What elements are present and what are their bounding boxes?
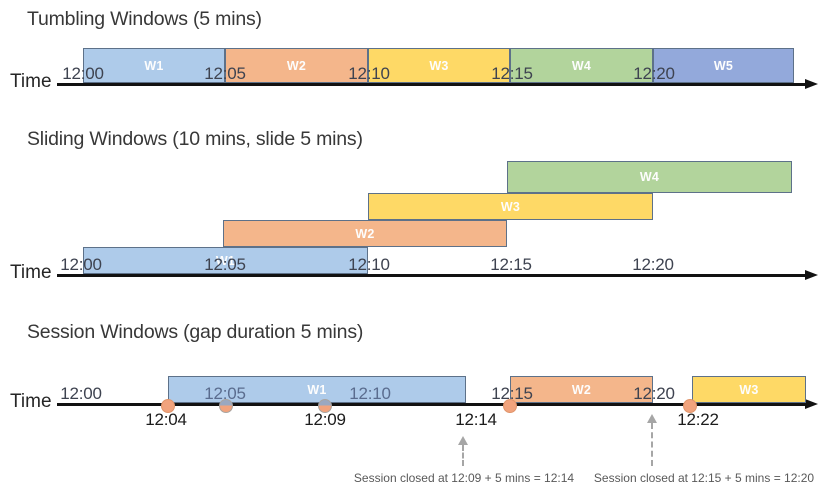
tumbling-section-title: Tumbling Windows (5 mins)	[27, 8, 262, 30]
tumbling-time-axis	[57, 83, 806, 86]
session-window-w3: W3	[692, 376, 806, 403]
session-tick-1205: 12:05	[204, 384, 246, 403]
session-event-time-1214: 12:14	[455, 410, 497, 429]
session-callout-2: Session closed at 12:15 + 5 mins = 12:20	[593, 471, 815, 485]
session-window-label-w2: W2	[571, 382, 592, 397]
session-event-time-1209: 12:09	[304, 410, 346, 429]
session-event-dot	[683, 399, 697, 413]
sliding-tick-1205: 12:05	[204, 255, 246, 274]
sliding-window-label-w4: W4	[639, 170, 660, 184]
session-section-title: Session Windows (gap duration 5 mins)	[27, 321, 364, 343]
tumbling-window-w4: W4	[510, 48, 653, 83]
tumbling-window-w2: W2	[225, 48, 368, 83]
sliding-time-axis	[57, 274, 806, 277]
sliding-tick-1215: 12:15	[490, 255, 532, 274]
tumbling-tick-1215: 12:15	[491, 64, 533, 83]
tumbling-window-label-w1: W1	[144, 58, 164, 73]
session-tick-1220: 12:20	[633, 384, 675, 403]
session-time-axis-label: Time	[10, 391, 52, 412]
tumbling-window-label-w5: W5	[713, 58, 734, 73]
session-axis-arrowhead-icon	[805, 399, 818, 409]
session-event-dot	[318, 399, 332, 413]
tumbling-tick-1220: 12:20	[633, 64, 675, 83]
sliding-window-w3: W3	[368, 193, 653, 220]
sliding-window-label-w3: W3	[500, 199, 521, 214]
sliding-axis-arrowhead-icon	[805, 270, 818, 280]
session-window-w2: W2	[510, 376, 653, 403]
session-window-label-w1: W1	[307, 382, 327, 397]
session-tick-1200: 12:00	[60, 384, 102, 403]
callout-dashed-line	[462, 445, 464, 466]
session-time-axis	[57, 403, 806, 406]
callout-up-arrowhead-icon	[647, 414, 657, 423]
sliding-window-label-w1: W1	[215, 253, 236, 268]
tumbling-window-label-w3: W3	[429, 58, 449, 73]
sliding-window-w1: W1	[83, 247, 368, 274]
tumbling-axis-arrowhead-icon	[805, 79, 818, 89]
tumbling-time-axis-label: Time	[10, 71, 52, 92]
sliding-tick-1200: 12:00	[60, 255, 102, 274]
tumbling-tick-1205: 12:05	[204, 64, 246, 83]
session-window-w1: W1	[168, 376, 466, 403]
tumbling-window-w5: W5	[653, 48, 794, 83]
session-window-label-w3: W3	[739, 382, 759, 397]
session-event-time-1222: 12:22	[677, 410, 719, 429]
session-callout-1: Session closed at 12:09 + 5 mins = 12:14	[353, 471, 575, 485]
sliding-tick-1210: 12:10	[348, 255, 390, 274]
tumbling-tick-1210: 12:10	[348, 64, 390, 83]
sliding-window-w2: W2	[223, 220, 507, 247]
tumbling-window-label-w4: W4	[571, 58, 592, 73]
sliding-window-label-w2: W2	[355, 226, 375, 241]
tumbling-tick-1200: 12:00	[62, 64, 104, 83]
session-event-time-1204: 12:04	[145, 410, 187, 429]
session-event-dot	[503, 399, 517, 413]
sliding-window-w4: W4	[507, 161, 792, 193]
callout-dashed-line	[651, 423, 653, 466]
session-tick-1210: 12:10	[349, 384, 391, 403]
sliding-time-axis-label: Time	[10, 262, 52, 283]
session-tick-1215: 12:15	[491, 384, 533, 403]
sliding-section-title: Sliding Windows (10 mins, slide 5 mins)	[27, 128, 363, 150]
session-event-dot	[219, 399, 233, 413]
tumbling-window-label-w2: W2	[286, 58, 307, 73]
tumbling-window-w3: W3	[368, 48, 510, 83]
tumbling-window-w1: W1	[83, 48, 225, 83]
callout-up-arrowhead-icon	[458, 436, 468, 445]
session-event-dot	[161, 399, 175, 413]
sliding-tick-1220: 12:20	[632, 255, 674, 274]
